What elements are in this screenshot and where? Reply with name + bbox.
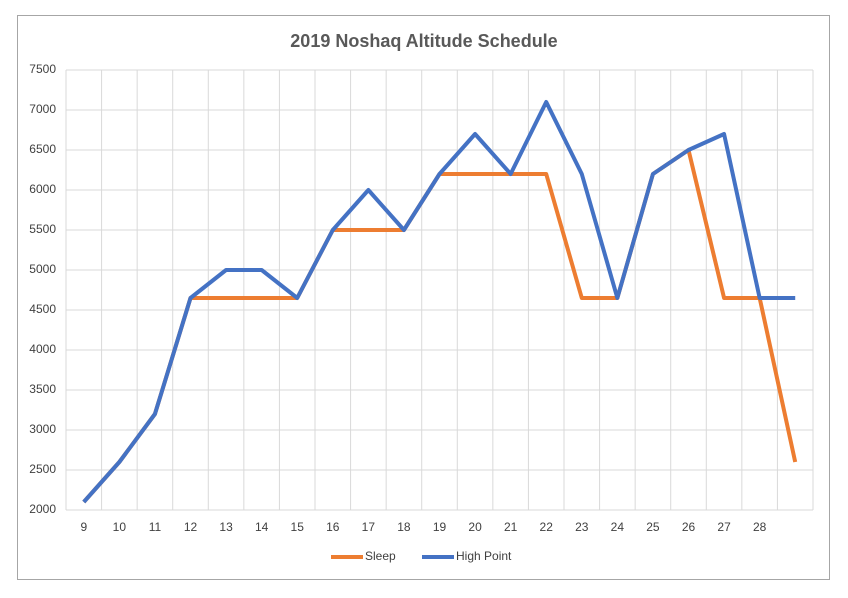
x-tick-label: 18 (397, 520, 411, 534)
legend-label: High Point (456, 549, 512, 563)
chart-frame (17, 15, 830, 580)
x-tick-label: 24 (611, 520, 625, 534)
y-tick-label: 2000 (29, 502, 56, 516)
y-tick-label: 5000 (29, 262, 56, 276)
x-tick-label: 20 (468, 520, 482, 534)
y-tick-label: 4500 (29, 302, 56, 316)
x-tick-label: 17 (362, 520, 376, 534)
y-tick-label: 5500 (29, 222, 56, 236)
x-tick-label: 9 (80, 520, 87, 534)
x-tick-label: 13 (219, 520, 233, 534)
y-tick-label: 7500 (29, 62, 56, 76)
series-line (82, 100, 796, 504)
y-tick-label: 3000 (29, 422, 56, 436)
x-tick-label: 22 (540, 520, 554, 534)
x-tick-label: 23 (575, 520, 589, 534)
y-tick-label: 6000 (29, 182, 56, 196)
y-tick-label: 2500 (29, 462, 56, 476)
x-tick-label: 27 (717, 520, 731, 534)
y-tick-label: 7000 (29, 102, 56, 116)
x-tick-label: 12 (184, 520, 198, 534)
x-tick-label: 10 (113, 520, 127, 534)
legend-label: Sleep (365, 549, 396, 563)
chart-title: 2019 Noshaq Altitude Schedule (290, 31, 557, 51)
x-tick-label: 19 (433, 520, 447, 534)
x-tick-label: 15 (291, 520, 305, 534)
x-tick-label: 28 (753, 520, 767, 534)
x-tick-label: 11 (149, 520, 162, 534)
x-tick-label: 25 (646, 520, 660, 534)
x-tick-label: 21 (504, 520, 518, 534)
y-tick-label: 4000 (29, 342, 56, 356)
x-tick-label: 16 (326, 520, 340, 534)
x-tick-label: 14 (255, 520, 269, 534)
y-tick-label: 6500 (29, 142, 56, 156)
x-tick-label: 26 (682, 520, 696, 534)
y-tick-label: 3500 (29, 382, 56, 396)
